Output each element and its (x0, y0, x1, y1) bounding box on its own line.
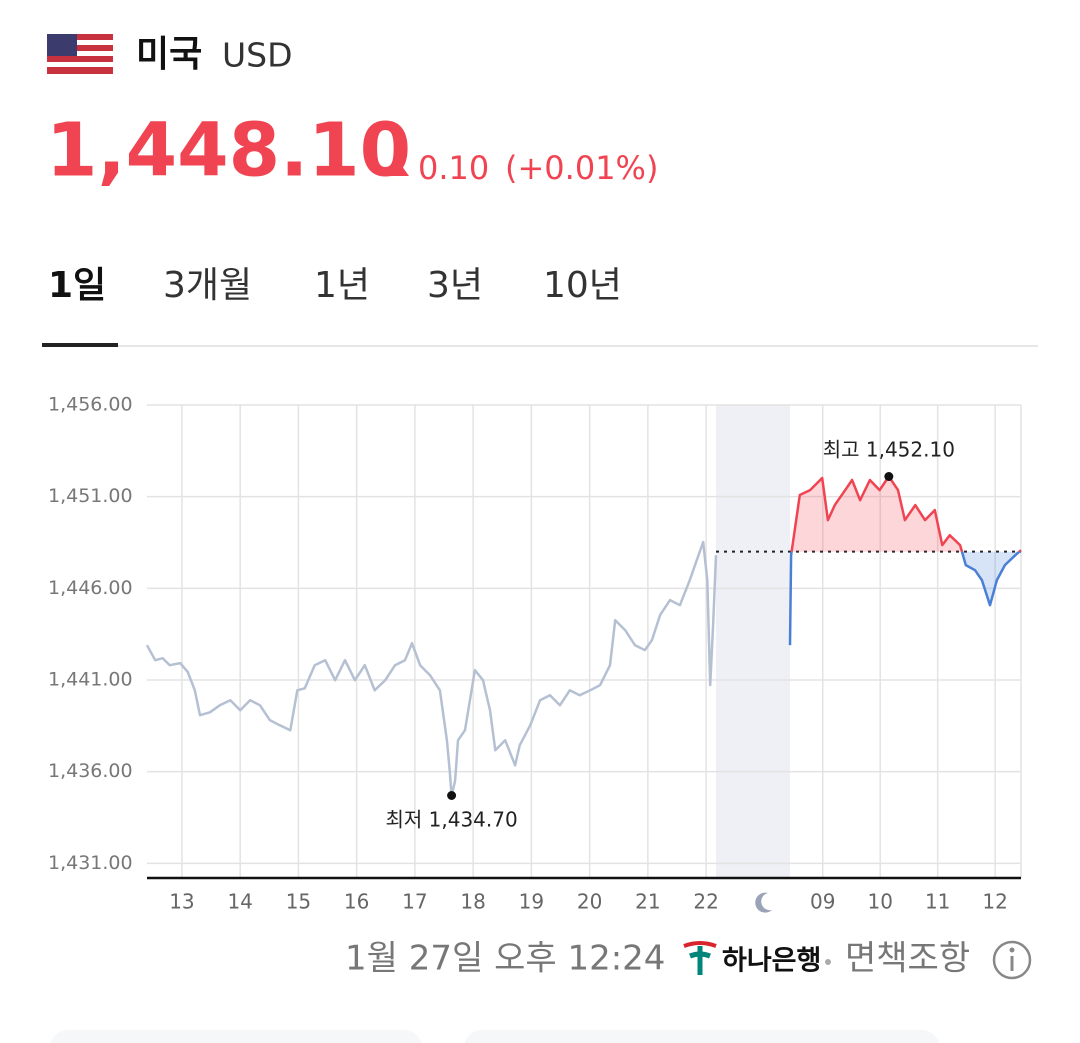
x-tick-label: 20 (577, 890, 602, 914)
price-change: 0.10 (418, 149, 489, 187)
disclaimer-link[interactable]: 면책조항 (845, 939, 970, 979)
annotation-label: 최고 (823, 437, 860, 461)
bank-logo (683, 941, 717, 975)
x-tick-label: 21 (635, 890, 660, 914)
extreme-marker (884, 472, 894, 481)
x-tick-label: 22 (693, 890, 718, 914)
y-tick-label: 1,446.00 (48, 577, 133, 599)
price-line-up (790, 475, 1022, 552)
x-tick-label: 09 (810, 890, 835, 914)
extreme-annotation: 최고 1,452.10 (823, 437, 955, 461)
y-tick-label: 1,441.00 (48, 669, 133, 691)
annotation-label: 최저 (385, 807, 422, 831)
price: 1,448.10 (46, 108, 411, 194)
x-tick-label: 12 (982, 890, 1007, 914)
price-line-down (788, 551, 1022, 646)
x-tick-label: 15 (286, 890, 311, 914)
tab-underline (42, 343, 118, 347)
info-icon[interactable] (992, 940, 1032, 980)
price-area-down (790, 551, 1021, 646)
price-area-up (791, 476, 1021, 552)
x-tick-label: 14 (227, 890, 252, 914)
night-icon (755, 892, 772, 913)
y-tick-label: 1,456.00 (48, 394, 133, 416)
x-tick-label: 11 (925, 890, 950, 914)
x-tick-label: 16 (344, 890, 369, 914)
period-tab[interactable]: 3년 (427, 265, 483, 306)
separator-dot (825, 959, 831, 965)
chart: 1,456.00 1,451.00 1,446.00 1,441.00 1,436.00… (48, 394, 1022, 914)
extreme-marker (447, 791, 457, 800)
y-tick-label: 1,451.00 (48, 485, 133, 507)
y-tick-label: 1,431.00 (48, 852, 133, 874)
period-tab[interactable]: 1년 (314, 265, 370, 306)
x-tick-label: 13 (169, 890, 194, 914)
night-shade (716, 405, 790, 878)
x-tick-label: 17 (402, 890, 427, 914)
x-tick-label: 18 (460, 890, 485, 914)
annotation-value: 1,452.10 (866, 437, 955, 461)
period-tab[interactable]: 1일 (48, 265, 106, 306)
provider-name: 하나은행 (722, 946, 821, 977)
annotation-value: 1,434.70 (429, 807, 518, 831)
timestamp: 1월 27일 오후 12:24 (345, 939, 665, 979)
card (50, 1030, 422, 1043)
x-tick-label: 10 (867, 890, 892, 914)
flag-icon (47, 34, 113, 74)
price-line (145, 540, 718, 797)
currency-code: USD (222, 36, 293, 75)
up-arrow-icon (389, 162, 409, 176)
y-tick-label: 1,436.00 (48, 760, 133, 782)
period-tabs: 1일 3개월 1년 3년 10년 (48, 265, 622, 306)
price-change-percent: (+0.01%) (505, 149, 658, 187)
extreme-annotation: 최저 1,434.70 (385, 807, 517, 831)
period-tab[interactable]: 10년 (543, 265, 622, 306)
card (464, 1030, 940, 1043)
x-tick-label: 19 (519, 890, 544, 914)
period-tab[interactable]: 3개월 (163, 265, 252, 306)
country-name: 미국 (136, 34, 202, 75)
